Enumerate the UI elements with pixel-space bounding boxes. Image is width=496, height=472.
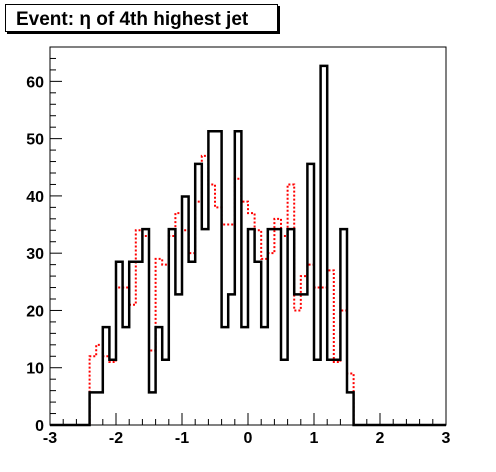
x-tick-label: 3 — [442, 430, 451, 447]
chart-title-box: Event: η of 4th highest jet — [5, 4, 278, 32]
x-tick-label: -1 — [175, 430, 189, 447]
chart-title: Event: η of 4th highest jet — [16, 9, 249, 30]
x-tick-label: 1 — [310, 430, 319, 447]
x-axis: -3 -2 -1 0 1 2 3 — [43, 413, 451, 447]
y-axis: 0 10 20 30 40 50 60 — [26, 46, 62, 435]
y-tick-label: 50 — [26, 132, 44, 149]
y-tick-label: 10 — [26, 361, 44, 378]
x-tick-label: -3 — [43, 430, 57, 447]
x-tick-label: -2 — [109, 430, 123, 447]
x-tick-label: 0 — [244, 430, 253, 447]
series-solid-black — [50, 64, 446, 427]
y-tick-label: 0 — [35, 418, 44, 435]
y-tick-label: 20 — [26, 303, 44, 320]
x-tick-label: 2 — [376, 430, 385, 447]
y-tick-label: 40 — [26, 189, 44, 206]
y-tick-label: 30 — [26, 246, 44, 263]
y-tick-label: 60 — [26, 74, 44, 91]
